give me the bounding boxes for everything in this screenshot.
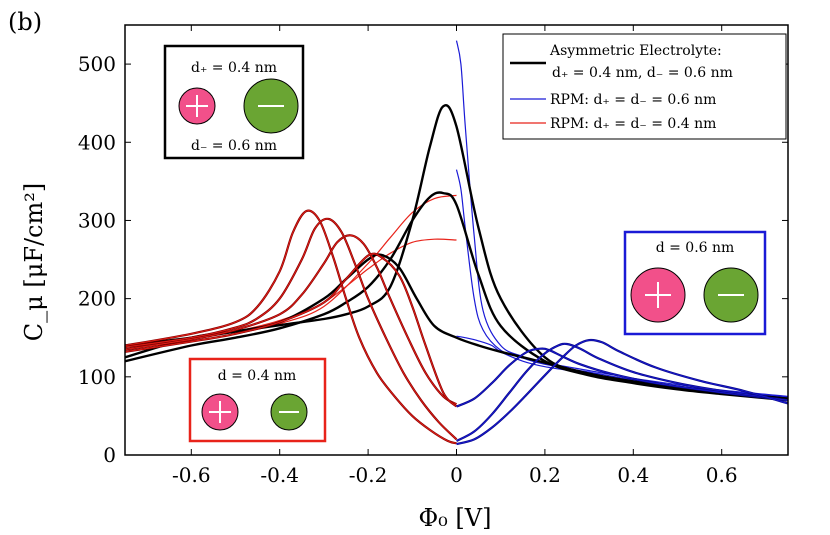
y-tick-label: 400: [78, 130, 116, 154]
legend-label-rpm-06: RPM: d₊ = d₋ = 0.6 nm: [550, 92, 716, 108]
y-tick-label: 500: [78, 52, 116, 76]
inset-rpm-06-d: d = 0.6 nm: [656, 240, 735, 256]
legend-label-asymmetric-line1: Asymmetric Electrolyte:: [549, 43, 722, 59]
x-tick-label: 0.4: [617, 463, 649, 487]
x-axis-label: Φ₀ [V]: [419, 504, 492, 532]
inset-asymmetric-d-plus: d₊ = 0.4 nm: [191, 60, 277, 76]
x-tick-label: 0: [450, 463, 463, 487]
x-tick-label: -0.2: [349, 463, 388, 487]
legend-box: [502, 33, 787, 140]
series-line-overlay-14: [456, 339, 789, 445]
x-tick-label: 0.2: [529, 463, 561, 487]
inset-asymmetric-d-minus: d₋ = 0.6 nm: [191, 138, 277, 154]
y-tick-label: 300: [78, 208, 116, 232]
axis-ticks: -0.6 -0.4 -0.2 0 0.2 0.4 0.6 0 100 200 300 400 500: [78, 25, 788, 487]
y-tick-label: 0: [103, 443, 116, 467]
legend-label-asymmetric-line2: d₊ = 0.4 nm, d₋ = 0.6 nm: [552, 65, 733, 81]
inset-rpm-04-d: d = 0.4 nm: [218, 368, 297, 384]
y-axis-label: C_μ [μF/cm²]: [20, 183, 48, 341]
x-tick-label: -0.6: [172, 463, 211, 487]
x-tick-label: -0.4: [260, 463, 299, 487]
series-line-overlay-13: [456, 343, 789, 442]
y-tick-label: 200: [78, 287, 116, 311]
panel-label: (b): [8, 8, 42, 36]
series-line-overlay-5: [124, 234, 457, 405]
inset-rpm-06: d = 0.6 nm: [623, 230, 767, 336]
series-line-asymmetric-1: [124, 191, 789, 402]
legend: Asymmetric Electrolyte: d₊ = 0.4 nm, d₋ …: [502, 33, 787, 140]
series-line-rpm06-13: [455, 342, 789, 442]
inset-rpm-04: d = 0.4 nm: [188, 357, 327, 443]
y-tick-label: 100: [78, 365, 116, 389]
inset-asymmetric: d₊ = 0.4 nm d₋ = 0.6 nm: [163, 44, 305, 160]
series-line-rpm06_thin-11: [456, 335, 789, 398]
series-line-overlay-3: [124, 210, 457, 444]
series-line-overlay-4: [124, 218, 457, 440]
series-line-overlay-6: [124, 253, 457, 407]
plot-curves: [124, 40, 789, 446]
legend-label-rpm-04: RPM: d₊ = d₋ = 0.4 nm: [550, 116, 716, 132]
x-tick-label: 0.6: [706, 463, 738, 487]
